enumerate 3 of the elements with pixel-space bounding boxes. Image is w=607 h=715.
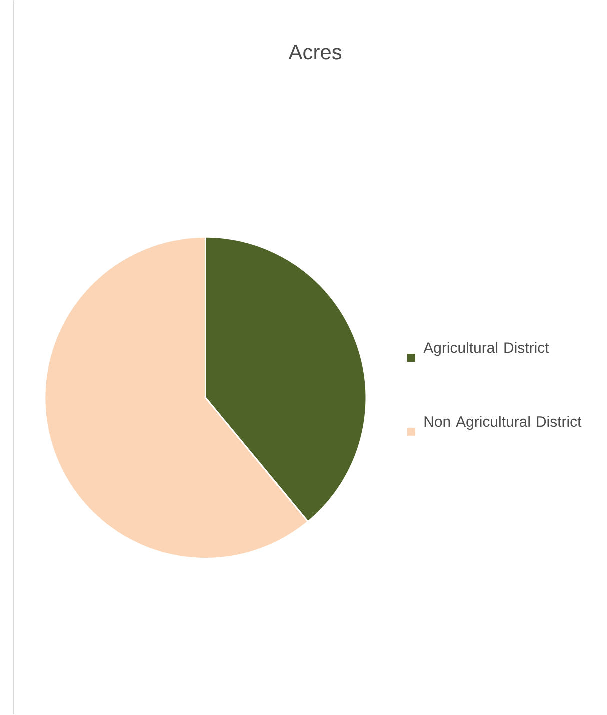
legend-label: Agricultural District [424, 342, 550, 356]
chart-title: Acres [288, 45, 342, 60]
legend-label: Non Agricultural District [424, 416, 582, 430]
